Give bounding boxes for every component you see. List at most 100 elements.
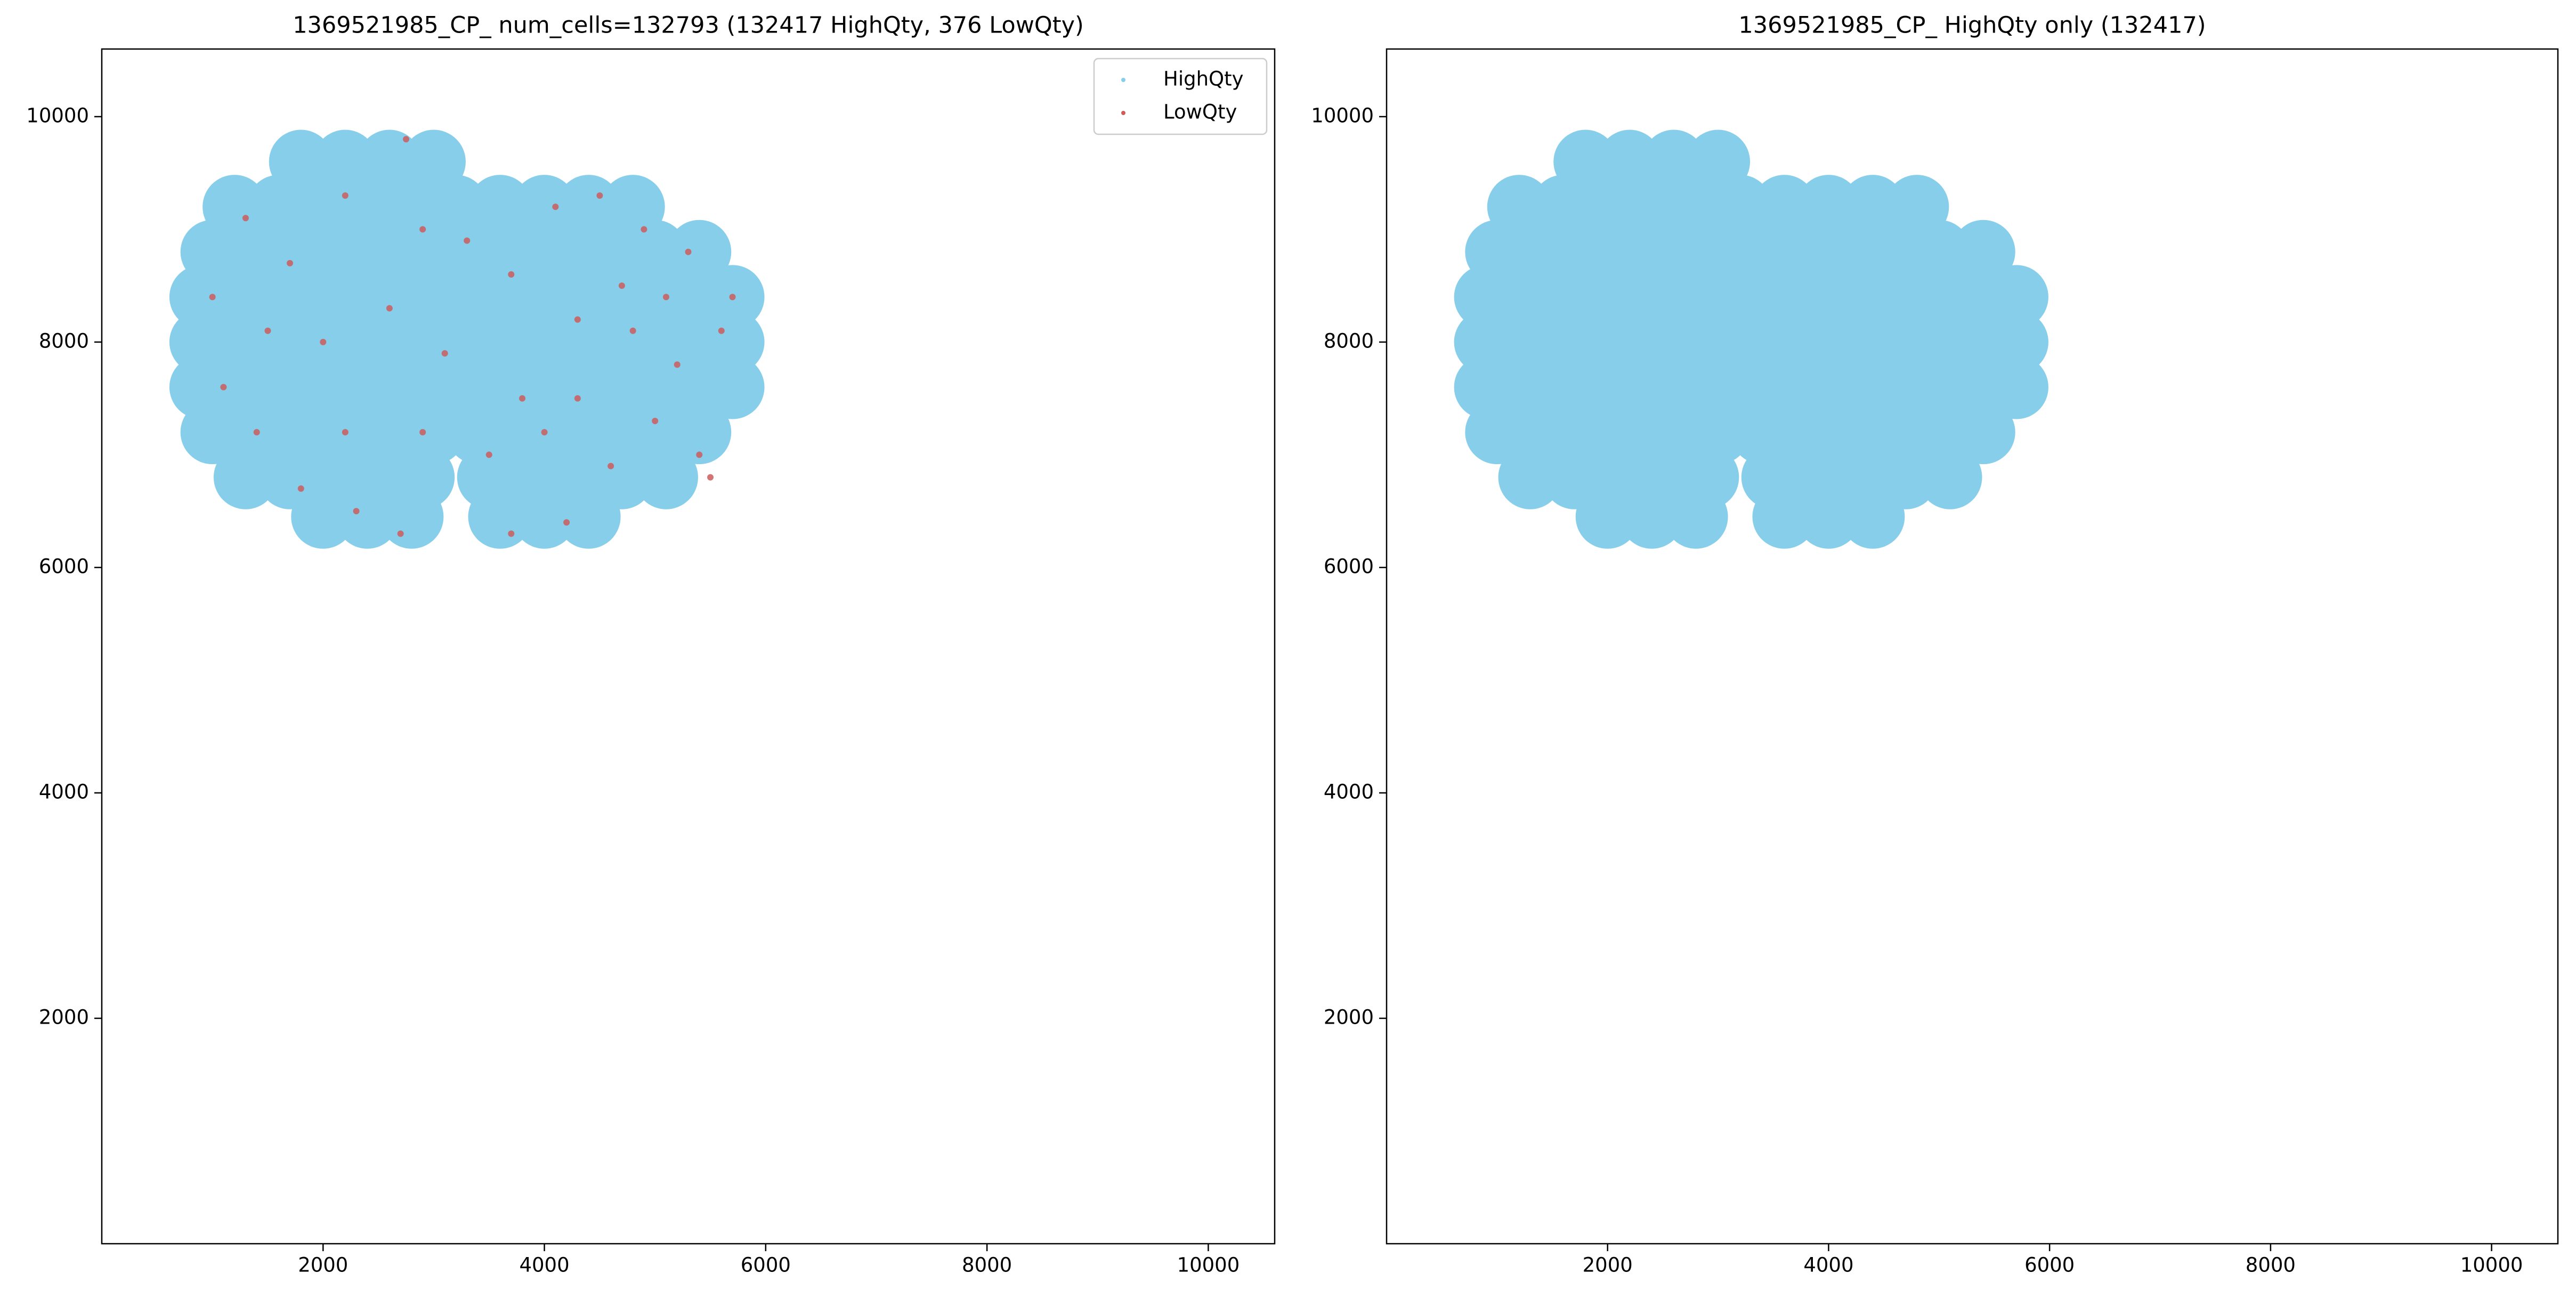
low-qty-point <box>718 327 725 334</box>
low-qty-point <box>220 384 227 391</box>
high-qty-point <box>1498 265 1562 329</box>
high-qty-point <box>257 310 322 374</box>
y-tick-label: 2000 <box>1324 1006 1374 1028</box>
high-qty-point <box>568 310 632 374</box>
low-qty-point <box>485 451 492 458</box>
low-qty-point <box>574 316 581 323</box>
high-qty-point <box>1675 265 1739 329</box>
x-tick-label: 6000 <box>2024 1254 2075 1277</box>
high-qty-point <box>700 310 765 374</box>
low-qty-point <box>464 237 471 244</box>
high-qty-point <box>291 484 355 549</box>
x-tick-label: 4000 <box>1803 1254 1853 1277</box>
high-qty-point <box>1808 265 1872 329</box>
x-tick-label: 6000 <box>741 1254 791 1277</box>
low-qty-point <box>563 519 570 526</box>
x-tick-label: 2000 <box>298 1254 348 1277</box>
low-qty-point <box>707 474 714 481</box>
low-qty-point <box>729 294 736 301</box>
low-qty-point <box>519 395 526 402</box>
y-tick-label: 4000 <box>39 780 89 803</box>
axes: 2000 4000 6000 8000 10000 2000 4000 6000 8000 100… <box>26 12 1276 1277</box>
high-qty-point <box>1940 310 2004 374</box>
high-qty-point <box>1763 310 1828 374</box>
high-qty-point <box>468 484 532 549</box>
high-qty-point <box>1852 265 1916 329</box>
high-qty-point <box>1896 310 1961 374</box>
y-tick-label: 2000 <box>39 1006 89 1028</box>
high-qty-point <box>1719 265 1784 329</box>
high-qty-point <box>435 310 499 374</box>
high-qty-point <box>1454 310 1518 374</box>
high-qty-point <box>1542 265 1607 329</box>
low-qty-point <box>641 226 647 233</box>
high-qty-point <box>1984 265 2048 329</box>
high-qty-point <box>656 310 720 374</box>
low-qty-point <box>607 463 614 469</box>
low-qty-point <box>662 294 669 301</box>
low-qty-point <box>618 282 625 289</box>
high-qty-point <box>1664 484 1728 549</box>
high-qty-point <box>1631 310 1695 374</box>
legend: HighQty LowQty <box>1093 58 1268 135</box>
low-qty-point <box>596 192 603 199</box>
high-qty-point <box>1852 310 1916 374</box>
low-qty-point <box>297 485 304 492</box>
high-qty-point <box>169 265 233 329</box>
high-qty-point <box>302 265 367 329</box>
high-qty-point <box>1763 265 1828 329</box>
high-qty-point <box>1454 265 1518 329</box>
low-qty-point <box>674 361 681 368</box>
low-qty-point <box>685 248 692 255</box>
high-qty-point <box>1951 400 2015 465</box>
x-tick-label: 8000 <box>2246 1254 2296 1277</box>
high-qty-point <box>568 265 632 329</box>
high-qty-point <box>523 310 588 374</box>
axes-frame <box>101 48 1276 1245</box>
high-qty-point <box>1631 265 1695 329</box>
low-qty-point <box>320 338 327 345</box>
points <box>169 129 765 549</box>
low-qty-point <box>403 136 410 143</box>
y-tick-label: 6000 <box>1324 555 1374 578</box>
high-qty-point <box>656 265 720 329</box>
x-tick-label: 10000 <box>2460 1254 2523 1277</box>
low-qty-point <box>441 350 448 357</box>
high-qty-point <box>257 265 322 329</box>
high-qty-point <box>213 265 278 329</box>
low-qty-point <box>508 271 515 278</box>
high-qty-point <box>1984 355 2048 419</box>
legend-label: LowQty <box>1163 101 1237 124</box>
low-qty-point <box>209 294 216 301</box>
high-qty-point <box>335 484 400 549</box>
high-qty-point <box>1841 484 1905 549</box>
y-tick-label: 8000 <box>39 329 89 352</box>
low-qty-point <box>253 429 260 436</box>
low-qty-point <box>574 395 581 402</box>
high-qty-point <box>634 445 698 509</box>
high-qty-point <box>1752 484 1817 549</box>
low-qty-point <box>353 508 360 515</box>
chart-title: 1369521985_CP_ num_cells=132793 (132417 … <box>293 12 1084 39</box>
high-qty-point <box>213 445 278 509</box>
high-qty-point <box>512 484 577 549</box>
low-qty-point <box>242 215 249 222</box>
low-qty-point <box>342 192 349 199</box>
high-qty-point <box>612 265 676 329</box>
high-qty-point <box>1575 484 1640 549</box>
high-qty-point <box>391 265 455 329</box>
y-tick-label: 6000 <box>39 555 89 578</box>
high-qty-point <box>180 400 245 465</box>
low-qty-point <box>397 530 404 537</box>
high-qty-point <box>169 310 233 374</box>
high-qty-point <box>302 310 367 374</box>
high-qty-point <box>1808 310 1872 374</box>
high-qty-point <box>479 310 544 374</box>
high-qty-point <box>612 310 676 374</box>
low-qty-point <box>342 429 349 436</box>
y-tick-label: 10000 <box>26 104 89 127</box>
high-qty-point <box>667 400 732 465</box>
low-qty-point <box>629 327 636 334</box>
high-qty-point <box>1896 265 1961 329</box>
